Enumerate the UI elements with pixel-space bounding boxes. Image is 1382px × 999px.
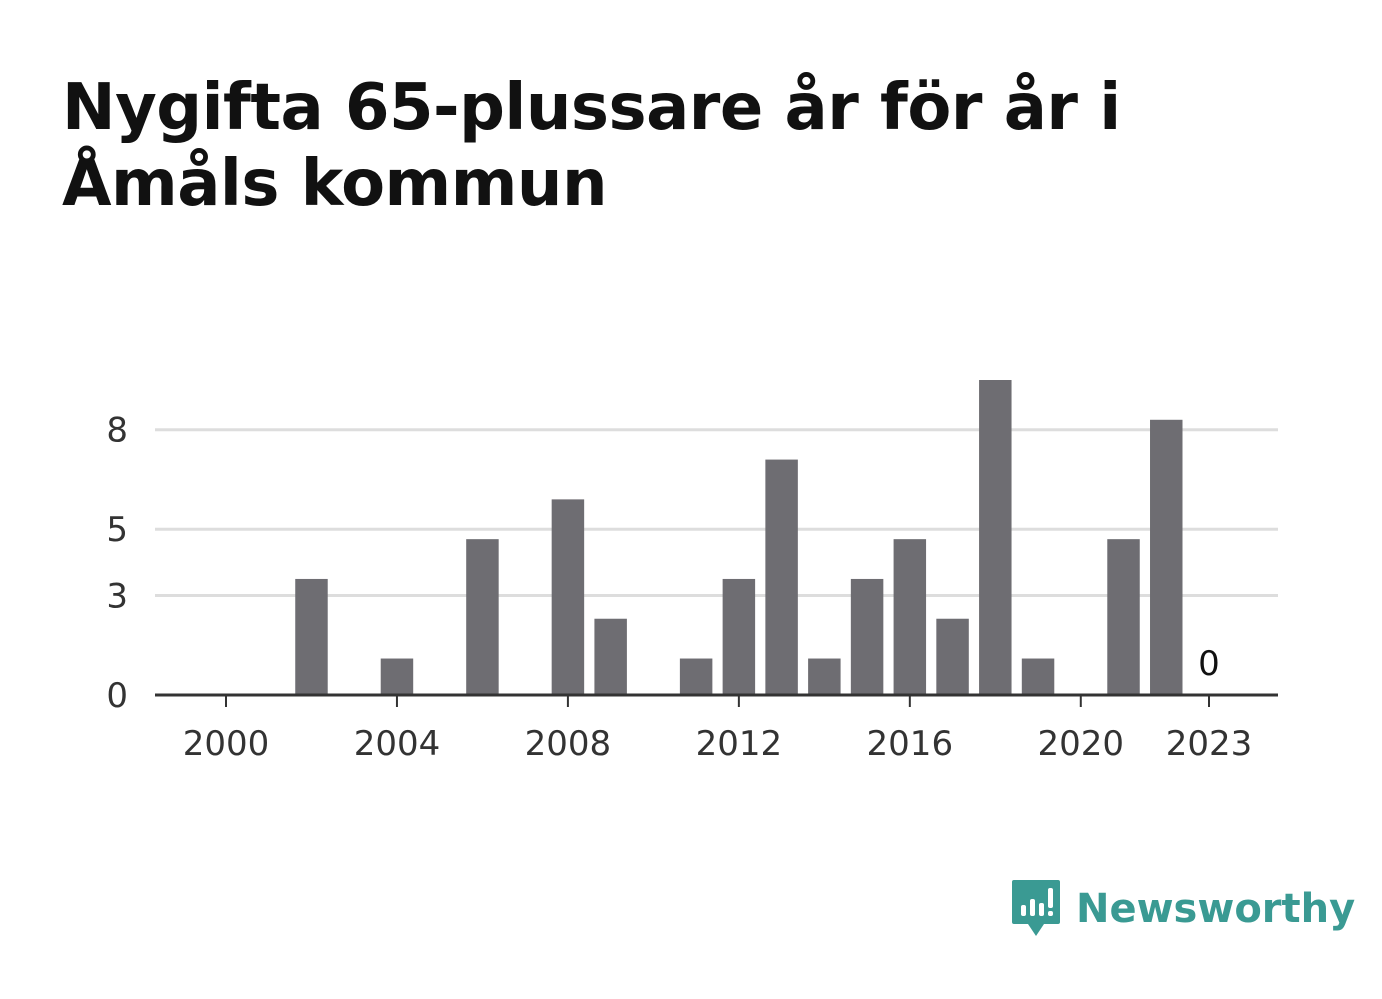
y-tick-label: 8	[106, 411, 128, 451]
bar	[594, 618, 627, 695]
bar-chart: 0 3 5 8 2000 2004 2008 2012 2016 2020 2023 0	[106, 380, 1278, 764]
y-tick-label: 3	[106, 577, 128, 617]
bar	[722, 578, 756, 695]
x-tick-label: 2023	[1166, 724, 1253, 764]
bar	[765, 459, 798, 695]
x-tick-label: 2004	[354, 724, 441, 764]
bar	[893, 539, 927, 695]
x-tick-label: 2012	[696, 724, 783, 764]
bar	[808, 658, 841, 695]
bar	[1021, 658, 1055, 695]
grid-lines	[155, 428, 1278, 598]
labels: 0 3 5 8 2000 2004 2008 2012 2016 2020 2023 0	[106, 411, 1252, 764]
newsworthy-logo: Newsworthy	[1010, 878, 1355, 940]
x-tick-label: 2008	[525, 724, 612, 764]
bar	[295, 578, 328, 695]
bar	[979, 380, 1012, 695]
y-tick-label: 0	[106, 676, 128, 716]
newsworthy-logo-icon	[1012, 880, 1060, 936]
bar	[936, 618, 969, 695]
bar	[466, 539, 499, 695]
chart-title: Nygifta 65-plussare år för år i Åmåls ko…	[62, 71, 1121, 221]
bar	[850, 578, 884, 695]
bars	[295, 380, 1183, 695]
axes	[155, 693, 1278, 707]
x-tick-label: 2020	[1038, 724, 1125, 764]
x-tick-label: 2016	[867, 724, 954, 764]
bar	[1107, 539, 1140, 695]
bar	[380, 658, 414, 695]
bar	[679, 658, 713, 695]
brand-name: Newsworthy	[1076, 886, 1356, 932]
x-tick-label: 2000	[183, 724, 270, 764]
y-tick-label: 5	[106, 510, 128, 550]
data-label: 0	[1198, 644, 1220, 684]
bar	[1150, 419, 1183, 695]
bar	[551, 499, 585, 695]
